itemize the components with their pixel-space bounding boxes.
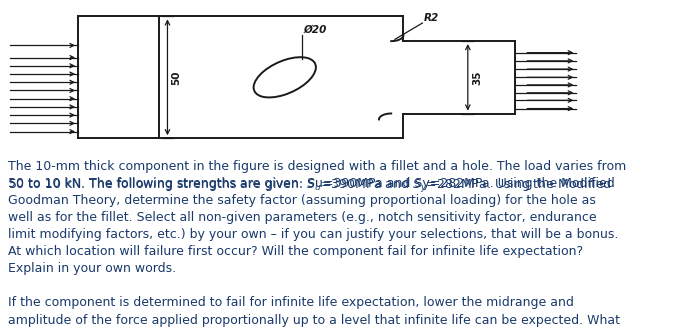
Text: If the component is determined to fail for infinite life expectation, lower the : If the component is determined to fail f… [8, 296, 574, 310]
Text: limit modifying factors, etc.) by your own – if you can justify your selections,: limit modifying factors, etc.) by your o… [8, 228, 618, 241]
Text: 50 to 10 kN. The following strengths are given: Su=390MPa and Sy=282MPa. Using t: 50 to 10 kN. The following strengths are… [8, 177, 615, 190]
Text: At which location will failure first occur? Will the component fail for infinite: At which location will failure first occ… [8, 245, 583, 258]
Text: The 10-mm thick component in the figure is designed with a fillet and a hole. Th: The 10-mm thick component in the figure … [8, 160, 626, 173]
Text: well as for the fillet. Select all non-given parameters (e.g., notch sensitivity: well as for the fillet. Select all non-g… [8, 211, 597, 224]
Text: R2: R2 [424, 13, 439, 23]
Text: 50: 50 [172, 70, 182, 85]
Text: Ø20: Ø20 [304, 25, 327, 35]
Text: amplitude of the force applied proportionally up to a level that infinite life c: amplitude of the force applied proportio… [8, 314, 620, 327]
Text: Explain in your own words.: Explain in your own words. [8, 262, 176, 275]
Text: 50 to 10 kN. The following strengths are given: $S_u$=390MPa and $S_y$=282MPa. U: 50 to 10 kN. The following strengths are… [8, 177, 612, 195]
Text: 35: 35 [472, 70, 482, 85]
Text: Goodman Theory, determine the safety factor (assuming proportional loading) for : Goodman Theory, determine the safety fac… [8, 194, 596, 207]
